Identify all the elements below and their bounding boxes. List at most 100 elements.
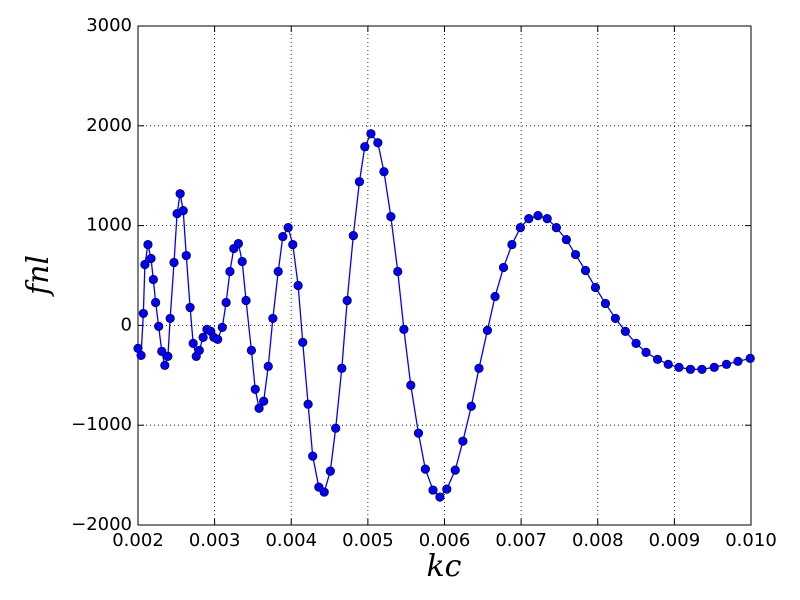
point [490, 291, 500, 302]
point [507, 239, 517, 250]
point [148, 274, 158, 285]
point [198, 332, 208, 342]
point [399, 324, 409, 334]
point [178, 206, 188, 216]
point [551, 222, 561, 233]
point [241, 295, 251, 306]
point [331, 423, 341, 433]
point [259, 396, 269, 406]
point [458, 436, 468, 446]
point [533, 211, 543, 221]
point [342, 295, 352, 306]
point [406, 380, 416, 390]
point [542, 214, 552, 224]
point [154, 321, 164, 331]
x-tick-label: 0.006 [419, 530, 471, 551]
x-tick-label: 0.002 [112, 530, 164, 551]
point [413, 428, 424, 438]
plot-frame [137, 25, 752, 526]
point [474, 363, 484, 373]
point [386, 212, 396, 222]
y-tick-label: 3000 [86, 15, 132, 36]
point [213, 334, 223, 344]
y-tick-label: 2000 [86, 115, 132, 136]
point [175, 189, 185, 199]
point [379, 167, 389, 177]
point [181, 250, 191, 261]
point [283, 222, 293, 233]
x-tick-label: 0.005 [342, 530, 394, 551]
point [157, 346, 167, 356]
point [482, 325, 493, 335]
point [515, 222, 525, 233]
point [233, 238, 243, 249]
point [697, 364, 707, 374]
point [590, 282, 601, 293]
point [138, 308, 148, 319]
point [319, 487, 329, 497]
point [278, 231, 288, 242]
x-tick-label: 0.009 [649, 530, 701, 551]
y-axis-label: fnl [21, 255, 56, 297]
y-tick-label: 1000 [86, 215, 132, 236]
point [221, 297, 231, 308]
point [685, 364, 696, 374]
point [308, 451, 318, 461]
point [631, 338, 641, 348]
point [254, 403, 264, 413]
point [580, 265, 591, 276]
point [466, 401, 476, 411]
point [600, 298, 611, 309]
point [194, 345, 204, 355]
point [169, 257, 179, 268]
point [160, 360, 170, 370]
point [325, 466, 335, 476]
point [663, 359, 673, 369]
point [348, 230, 358, 241]
point [442, 484, 452, 494]
point [237, 256, 247, 267]
point [428, 485, 438, 495]
point [136, 350, 146, 360]
point [273, 266, 283, 277]
point [188, 338, 198, 348]
point [143, 239, 153, 250]
x-tick-label: 0.004 [265, 530, 317, 551]
point [303, 399, 313, 409]
point [610, 313, 620, 324]
point [298, 337, 308, 347]
point [151, 297, 161, 308]
y-tick-label: −2000 [71, 514, 132, 535]
point [293, 280, 303, 291]
y-tick-label: −1000 [71, 414, 132, 435]
x-tick-label: 0.008 [572, 530, 624, 551]
point [393, 266, 403, 277]
point [420, 464, 430, 474]
x-tick-label: 0.003 [189, 530, 241, 551]
point [561, 234, 571, 245]
point [498, 262, 509, 273]
point [450, 465, 460, 475]
point [268, 313, 278, 324]
point [620, 326, 630, 336]
point [709, 362, 719, 372]
point [246, 345, 257, 355]
point [263, 361, 273, 371]
point [435, 492, 445, 502]
point [524, 214, 534, 224]
point [373, 138, 383, 148]
point [250, 384, 260, 394]
point [225, 266, 235, 277]
x-tick-label: 0.007 [495, 530, 547, 551]
point [163, 351, 173, 361]
point [165, 313, 175, 324]
point [570, 249, 581, 260]
point [146, 253, 156, 264]
point [217, 322, 227, 332]
point [733, 356, 743, 366]
point [288, 239, 298, 250]
point [360, 142, 370, 152]
point [354, 177, 365, 187]
point [337, 363, 347, 373]
